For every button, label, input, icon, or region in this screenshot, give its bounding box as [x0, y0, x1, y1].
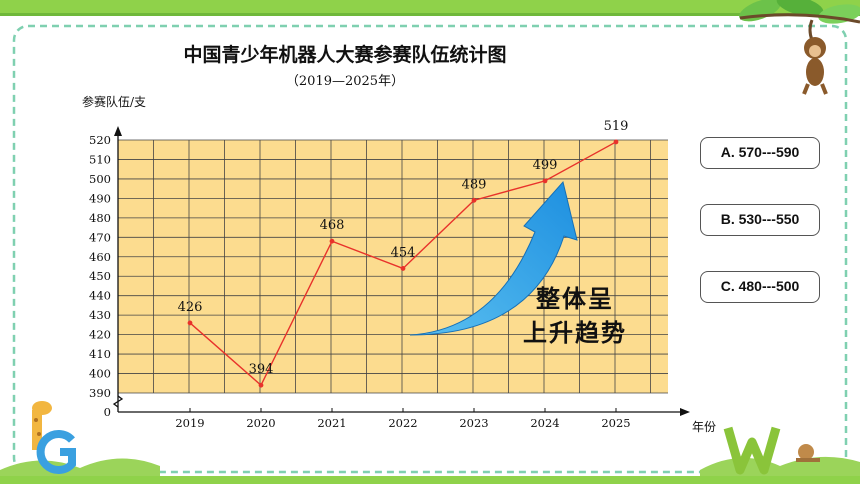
y-tick-label: 520 — [89, 133, 111, 147]
snail-icon — [796, 444, 820, 462]
y-tick-label: 500 — [89, 172, 111, 186]
data-point — [471, 197, 477, 203]
y-tick-label: 0 — [104, 405, 111, 419]
y-axis-label: 参赛队伍/支 — [82, 95, 147, 109]
y-tick-label: 410 — [89, 347, 111, 361]
data-point — [187, 320, 193, 326]
y-tick-label: 460 — [89, 250, 111, 264]
trend-annotation: 整体呈 上升趋势 — [510, 282, 640, 350]
x-tick-label: 2019 — [175, 416, 204, 430]
x-axis-arrow — [680, 408, 690, 416]
monkey-icon — [802, 19, 828, 95]
data-label: 499 — [533, 158, 558, 173]
y-tick-label: 400 — [89, 367, 111, 381]
trend-line-2: 上升趋势 — [523, 319, 627, 347]
letter-g-icon — [36, 430, 76, 474]
x-tick-label: 2022 — [388, 416, 417, 430]
y-tick-label: 440 — [89, 289, 111, 303]
trend-arrow-icon — [409, 180, 578, 336]
y-tick-label: 450 — [89, 269, 111, 283]
chart-title: 中国青少年机器人大赛参赛队伍统计图 — [183, 44, 507, 66]
x-tick-label: 2024 — [530, 416, 559, 430]
data-point — [613, 139, 619, 145]
y-tick-label: 470 — [89, 230, 111, 244]
plot-background — [118, 140, 668, 393]
x-tick-label: 2020 — [246, 416, 275, 430]
chart-subtitle: （2019—2025年） — [285, 74, 405, 89]
y-tick-label: 510 — [89, 152, 111, 166]
y-tick-label: 480 — [89, 211, 111, 225]
option-b-button[interactable]: B. 530---550 — [700, 204, 820, 236]
y-tick-label: 420 — [89, 328, 111, 342]
letter-w-icon — [723, 426, 781, 475]
data-label: 394 — [249, 362, 274, 377]
data-point — [329, 238, 335, 244]
data-point — [258, 382, 264, 388]
trend-line-1: 整体呈 — [536, 285, 614, 313]
data-point — [400, 266, 406, 271]
data-label: 489 — [462, 177, 487, 192]
y-axis-arrow — [114, 126, 122, 136]
y-tick-label: 430 — [89, 308, 111, 322]
data-label: 519 — [604, 119, 629, 134]
y-tick-label: 490 — [89, 191, 111, 205]
data-label: 454 — [391, 245, 416, 260]
option-a-button[interactable]: A. 570---590 — [700, 137, 820, 169]
y-tick-label: 390 — [89, 386, 111, 400]
giraffe-icon — [32, 401, 52, 450]
data-label: 468 — [320, 218, 345, 233]
x-tick-label: 2023 — [459, 416, 488, 430]
data-label: 426 — [178, 300, 203, 315]
option-c-button[interactable]: C. 480---500 — [700, 271, 820, 303]
x-axis-label: 年份 — [692, 420, 717, 434]
x-tick-label: 2021 — [317, 416, 346, 430]
x-tick-label: 2025 — [601, 416, 630, 430]
axis-break-mark — [112, 395, 124, 408]
leaves-decoration — [739, 0, 860, 24]
data-point — [542, 178, 548, 184]
